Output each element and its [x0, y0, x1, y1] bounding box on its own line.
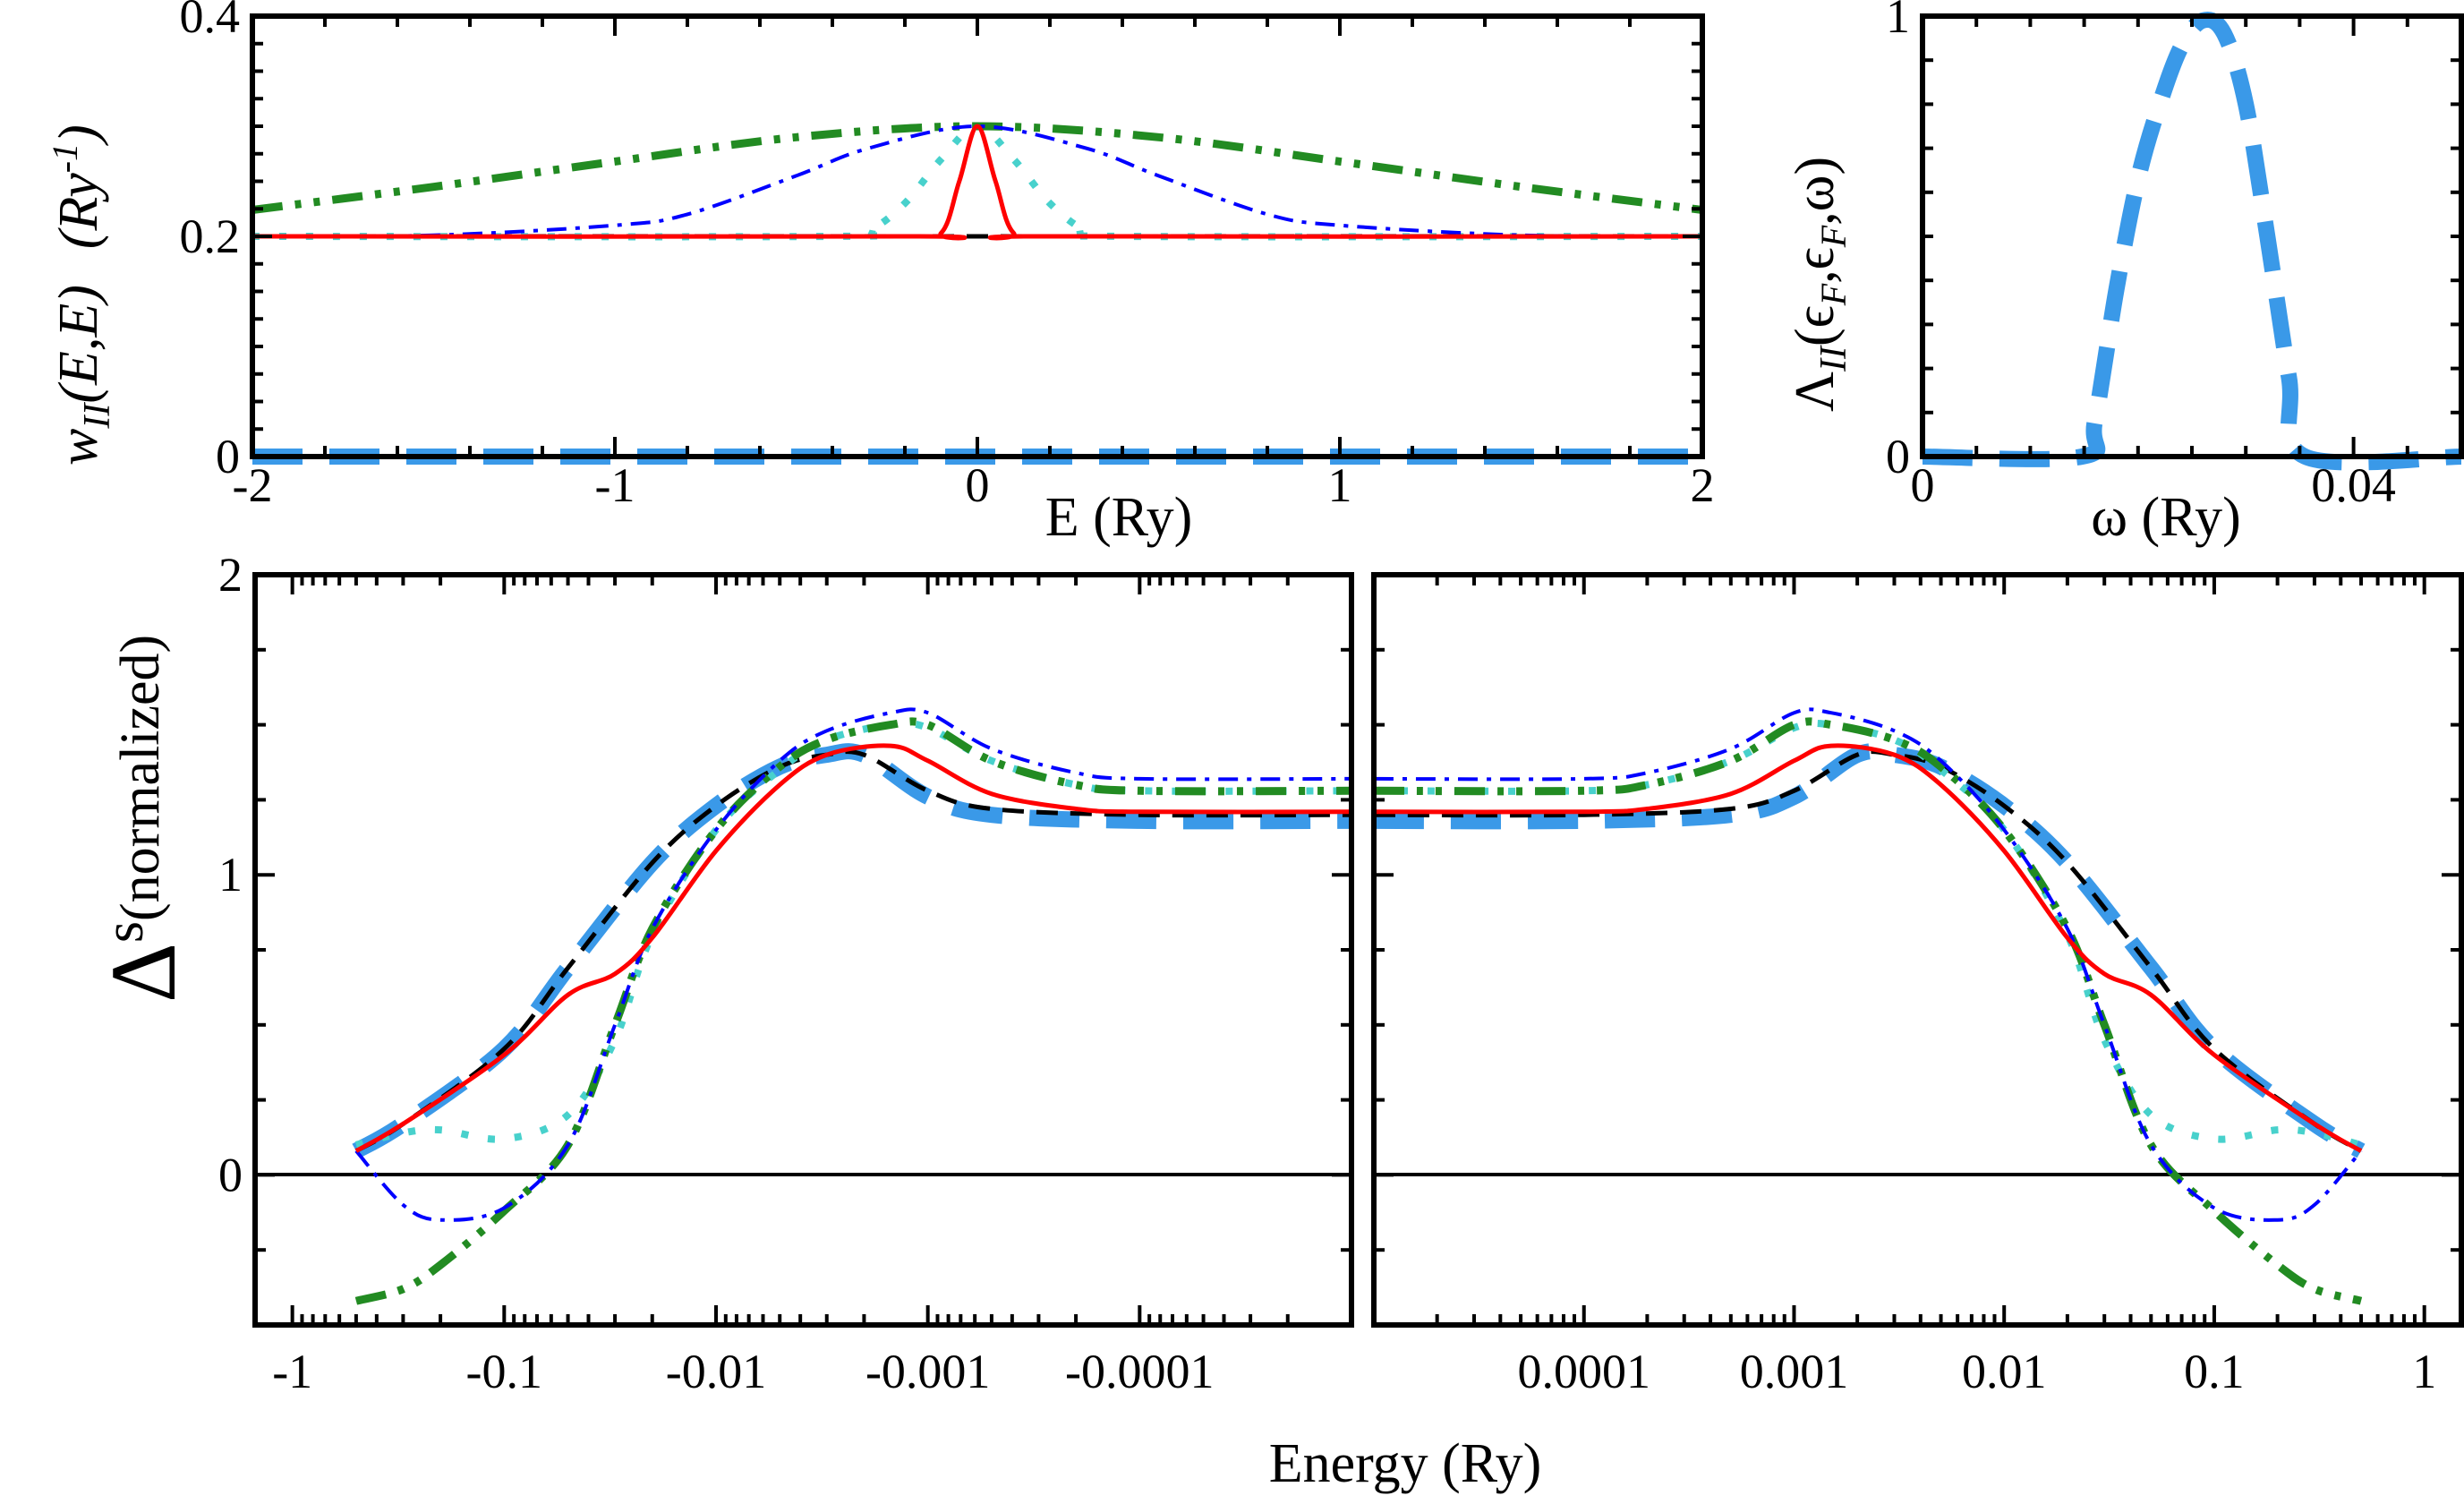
panel-c-ticks — [255, 573, 1351, 1327]
panel-d-x-tick-label: 1 — [2412, 1345, 2436, 1398]
panel-c-x-tick-label: -1 — [272, 1345, 312, 1398]
panel-b-y-label-main: Λ — [1785, 372, 1846, 412]
panel-a-x-tick-label: 2 — [1691, 458, 1715, 512]
panel-b-x-tick-label: 0 — [1911, 458, 1935, 512]
panel-c-x-tick-label: -0.0001 — [1065, 1345, 1214, 1398]
panel-a-x-label: E (Ry) — [1045, 487, 1193, 548]
panel-d-ticks — [1374, 573, 2461, 1327]
panel-b-y-label-args2: ,ϵ — [1785, 247, 1846, 284]
panel-c-tick-labels: -1 -0.1 -0.01 -0.001 -0.0001 0 1 2 — [218, 548, 1215, 1398]
panel-d-curves — [1373, 707, 2366, 1305]
panel-b-y-tick-label: 0 — [1886, 430, 1910, 483]
panel-a-y-tick-label: 0.2 — [180, 209, 241, 263]
panel-b-curves — [1922, 12, 2462, 471]
panel-b-ticks — [1921, 14, 2463, 458]
panel-a-y-label-unit-exp: -1 — [45, 143, 85, 173]
panel-b-x-label: ω (Ry) — [2091, 487, 2240, 548]
panel-c-curves — [352, 707, 1352, 1305]
panel-c-y-tick-label: 1 — [218, 848, 243, 902]
panel-d-x-tick-label: 0.1 — [2184, 1345, 2245, 1398]
panel-d-x-tick-label: 0.01 — [1962, 1345, 2047, 1398]
panel-d-frame — [1371, 572, 2464, 1328]
panel-c-series-medium-peak — [354, 719, 1352, 1149]
panel-c-frame — [252, 572, 1354, 1328]
panel-a-series-medium-peak — [252, 123, 1703, 241]
panel-b-y-tick-label: 1 — [1886, 0, 1910, 43]
panel-b-series-spectral-function — [1922, 12, 2462, 471]
panel-a-series-broad-peak — [252, 124, 1703, 239]
panel-b-tick-labels: 0 0.04 0 1 — [1886, 0, 2396, 512]
panel-b-y-label-sub3: F — [1813, 225, 1854, 248]
panel-c-y-label: Δs(normalized) — [92, 635, 195, 1003]
panel-d-series-widest-peak — [1373, 717, 2363, 1305]
panel-b-frame — [1920, 13, 2464, 459]
panel-a-x-tick-label: -1 — [595, 458, 635, 512]
panel-a-x-tick-label: -2 — [233, 458, 273, 512]
panel-a-y-label-unit-close: ) — [48, 124, 109, 146]
panel-b-y-label: ΛII(ϵF,ϵF,ω) — [1785, 157, 1854, 412]
panel-d-series-medium-peak — [1373, 719, 2363, 1149]
panel-b-y-label-args: (ϵ — [1785, 305, 1846, 346]
panel-c-x-tick-label: -0.01 — [666, 1345, 766, 1398]
panel-a-y-label: wII(E,E) (Ry-1) — [45, 124, 118, 466]
panel-a-ticks — [251, 14, 1704, 458]
panel-a-y-label-sub: II — [77, 402, 118, 430]
panel-b-y-label-sub: II — [1813, 345, 1854, 372]
energy-x-label: Energy (Ry) — [1269, 1433, 1542, 1494]
panel-d-tick-labels: 0.0001 0.001 0.01 0.1 1 — [1517, 1345, 2436, 1398]
panel-d-series-narrow-peak — [1373, 743, 2363, 1153]
panel-a-y-label-args: (E,E) — [48, 285, 109, 404]
panel-a-series-widest-peak — [252, 122, 1703, 214]
panel-a-y-tick-label: 0.4 — [180, 0, 241, 43]
panel-d: 0.0001 0.001 0.01 0.1 1 — [1371, 572, 2464, 1398]
panel-a-y-tick-label: 0 — [216, 430, 240, 483]
panel-a-curves — [252, 122, 1703, 465]
panel-a-x-tick-label: 0 — [966, 458, 990, 512]
panel-c-y-label-symbol: Δ — [92, 943, 195, 1003]
panel-c-series-narrow-peak — [354, 743, 1352, 1153]
panel-a-y-label-unit: (Ry — [48, 173, 109, 249]
panel-c-x-tick-label: -0.1 — [466, 1345, 542, 1398]
panel-b-y-label-sub2: F — [1813, 283, 1854, 306]
panel-d-x-tick-label: 0.001 — [1740, 1345, 1849, 1398]
panel-c-series-broad-peak — [354, 707, 1352, 1222]
panel-c-x-tick-label: -0.001 — [865, 1345, 990, 1398]
panel-c-series-widest-peak — [354, 717, 1352, 1305]
panel-a-tick-labels: -2 -1 0 1 2 0 0.2 0.4 — [180, 0, 1715, 512]
panel-c: -1 -0.1 -0.01 -0.001 -0.0001 0 1 2 Δs(normalize… — [92, 548, 1354, 1398]
panel-a-y-label-main: w — [48, 429, 109, 466]
panel-c-y-label-sup: s — [94, 921, 155, 943]
panel-c-y-tick-label: 2 — [218, 548, 243, 602]
panel-a: -2 -1 0 1 200.20.4 E (Ry) wII(E,E)(Ry-1) — [45, 0, 1715, 548]
panel-c-y-label-text: (normalized) — [110, 635, 171, 921]
panel-a-series-narrow-peak — [252, 124, 1703, 241]
panel-b-y-label-args3: ,ω) — [1785, 157, 1846, 226]
panel-a-x-tick-label: 1 — [1328, 458, 1352, 512]
panel-b-x-tick-label: 0.04 — [2311, 458, 2396, 512]
panel-c-y-tick-label: 0 — [218, 1148, 243, 1201]
panel-d-x-tick-label: 0.0001 — [1517, 1345, 1650, 1398]
panel-d-series-broad-peak — [1373, 707, 2363, 1222]
